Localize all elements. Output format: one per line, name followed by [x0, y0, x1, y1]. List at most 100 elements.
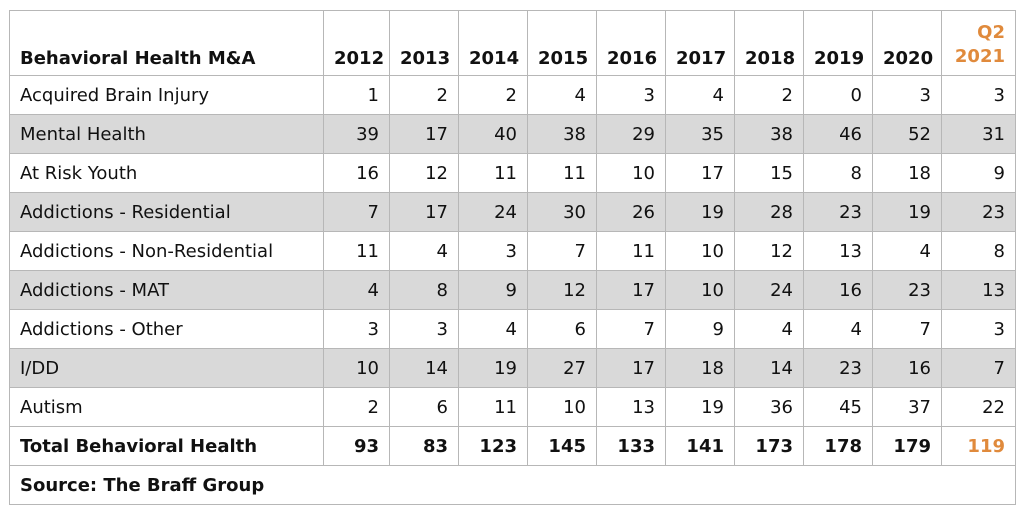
table-cell: 8: [389, 270, 459, 310]
table-cell: 9: [665, 309, 735, 349]
table-cell: 9: [941, 153, 1016, 193]
table-row: Addictions - Other 3 3 4 6 7 9 4 4 7 3: [9, 309, 1016, 349]
table-cell: 12: [527, 270, 597, 310]
table-cell: 4: [734, 309, 804, 349]
table-cell: 3: [323, 309, 390, 349]
total-label: Total Behavioral Health: [9, 426, 324, 466]
table-cell: 2: [389, 75, 459, 115]
table-cell: 12: [389, 153, 459, 193]
behavioral-health-ma-table: Behavioral Health M&A 2012 2013 2014 201…: [9, 10, 1016, 505]
table-cell: 23: [803, 348, 873, 388]
table-cell: 19: [872, 192, 942, 232]
table-cell: 16: [803, 270, 873, 310]
table-cell: 11: [323, 231, 390, 271]
table-row: Autism 2 6 11 10 13 19 36 45 37 22: [9, 387, 1016, 427]
table-row: At Risk Youth 16 12 11 11 10 17 15 8 18 9: [9, 153, 1016, 193]
source-text: Source: The Braff Group: [9, 465, 1016, 505]
total-cell: 178: [803, 426, 873, 466]
col-header: 2013: [389, 10, 459, 76]
table-row: Addictions - MAT 4 8 9 12 17 10 24 16 23 13: [9, 270, 1016, 310]
header-label: Behavioral Health M&A: [9, 10, 324, 76]
table-cell: 11: [596, 231, 666, 271]
table-cell: 16: [872, 348, 942, 388]
table-cell: 7: [596, 309, 666, 349]
table-row: I/DD 10 14 19 27 17 18 14 23 16 7: [9, 348, 1016, 388]
table-row: Mental Health 39 17 40 38 29 35 38 46 52 31: [9, 114, 1016, 154]
table-cell: 18: [872, 153, 942, 193]
col-header: 2016: [596, 10, 666, 76]
table-cell: 0: [803, 75, 873, 115]
table-cell: 27: [527, 348, 597, 388]
table-cell: 45: [803, 387, 873, 427]
total-row: Total Behavioral Health 93 83 123 145 133 141 1…: [9, 426, 1016, 466]
table-cell: 23: [941, 192, 1016, 232]
table-cell: 6: [527, 309, 597, 349]
total-cell: 83: [389, 426, 459, 466]
table-cell: 18: [665, 348, 735, 388]
table-cell: 30: [527, 192, 597, 232]
table-cell: 37: [872, 387, 942, 427]
col-header: 2015: [527, 10, 597, 76]
table-cell: 4: [665, 75, 735, 115]
table-cell: 2: [458, 75, 528, 115]
table-cell: 2: [734, 75, 804, 115]
table-cell: 10: [323, 348, 390, 388]
table-cell: 17: [665, 153, 735, 193]
table-cell: 38: [734, 114, 804, 154]
table-cell: 31: [941, 114, 1016, 154]
table-cell: 4: [389, 231, 459, 271]
table-cell: 22: [941, 387, 1016, 427]
table-cell: 1: [323, 75, 390, 115]
table-cell: 19: [665, 192, 735, 232]
table-cell: 17: [596, 348, 666, 388]
table-cell: 24: [734, 270, 804, 310]
table-cell: 39: [323, 114, 390, 154]
table-cell: 3: [596, 75, 666, 115]
table-cell: 10: [596, 153, 666, 193]
table-cell: 4: [803, 309, 873, 349]
table-cell: 17: [389, 192, 459, 232]
table-cell: 24: [458, 192, 528, 232]
col-header: 2018: [734, 10, 804, 76]
table-cell: 7: [323, 192, 390, 232]
col-header: 2020: [872, 10, 942, 76]
table-cell: 23: [872, 270, 942, 310]
row-label: I/DD: [9, 348, 324, 388]
table-cell: 4: [323, 270, 390, 310]
total-cell: 119: [941, 426, 1016, 466]
table-cell: 3: [389, 309, 459, 349]
table-cell: 7: [872, 309, 942, 349]
total-cell: 173: [734, 426, 804, 466]
table-cell: 11: [458, 387, 528, 427]
col-header: 2017: [665, 10, 735, 76]
table-cell: 16: [323, 153, 390, 193]
col-header-q2-2021: Q2 2021: [941, 10, 1016, 76]
table-cell: 7: [941, 348, 1016, 388]
table-cell: 28: [734, 192, 804, 232]
row-label: Acquired Brain Injury: [9, 75, 324, 115]
table-cell: 36: [734, 387, 804, 427]
table-row: Acquired Brain Injury 1 2 2 4 3 4 2 0 3 3: [9, 75, 1016, 115]
total-cell: 141: [665, 426, 735, 466]
table-cell: 6: [389, 387, 459, 427]
table-cell: 13: [803, 231, 873, 271]
total-cell: 123: [458, 426, 528, 466]
table-cell: 2: [323, 387, 390, 427]
table-cell: 13: [596, 387, 666, 427]
row-label: Autism: [9, 387, 324, 427]
table-cell: 52: [872, 114, 942, 154]
total-cell: 133: [596, 426, 666, 466]
table-cell: 10: [527, 387, 597, 427]
col-header-2021: 2021: [954, 46, 1005, 67]
table-cell: 3: [458, 231, 528, 271]
table-cell: 12: [734, 231, 804, 271]
source-row: Source: The Braff Group: [9, 465, 1016, 505]
row-label: Addictions - Residential: [9, 192, 324, 232]
table-cell: 15: [734, 153, 804, 193]
table-cell: 9: [458, 270, 528, 310]
header-row: Behavioral Health M&A 2012 2013 2014 201…: [9, 10, 1016, 76]
total-cell: 179: [872, 426, 942, 466]
table-cell: 14: [734, 348, 804, 388]
col-header: 2012: [323, 10, 390, 76]
table-cell: 14: [389, 348, 459, 388]
